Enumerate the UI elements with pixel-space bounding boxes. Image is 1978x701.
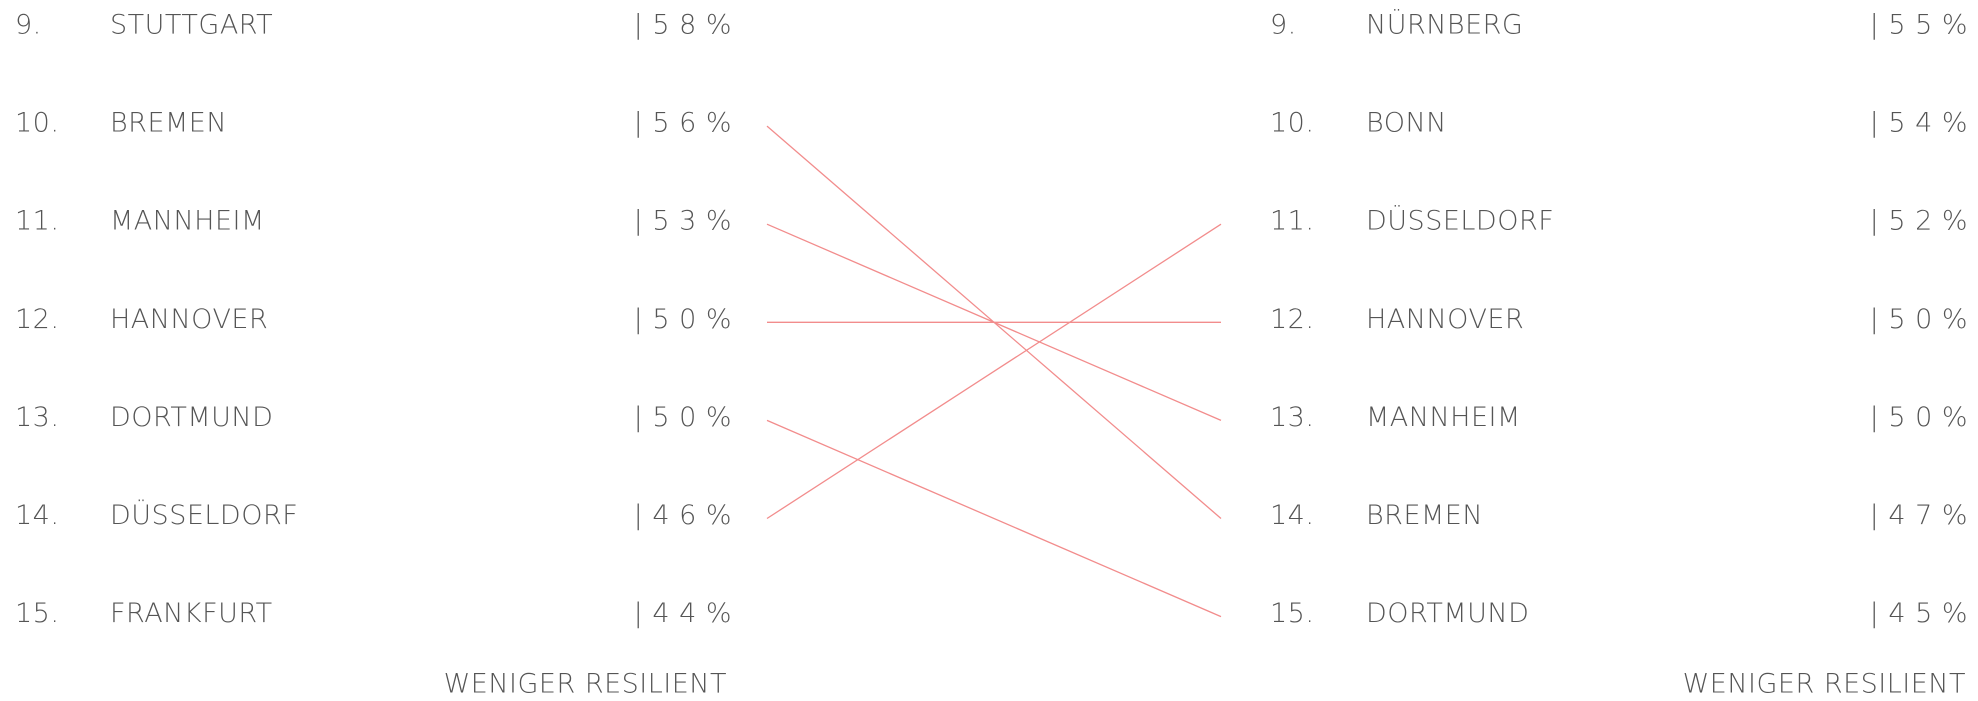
city-name: STUTTGART bbox=[110, 10, 273, 41]
share-value: | 5 0 % bbox=[634, 402, 732, 433]
rank: 9. bbox=[15, 10, 42, 41]
rank: 15. bbox=[1270, 598, 1314, 629]
city-name: FRANKFURT bbox=[110, 598, 273, 629]
rank: 10. bbox=[1270, 108, 1314, 139]
share-value: | 5 0 % bbox=[1870, 402, 1968, 433]
city-name: DORTMUND bbox=[110, 402, 273, 433]
rank: 12. bbox=[1270, 304, 1314, 335]
rank: 10. bbox=[15, 108, 59, 139]
share-value: | 5 0 % bbox=[634, 304, 732, 335]
share-value: | 4 5 % bbox=[1870, 598, 1968, 629]
share-value: | 5 8 % bbox=[634, 10, 732, 41]
footer-label: WENIGER RESILIENT bbox=[1683, 669, 1966, 698]
city-name: BREMEN bbox=[110, 108, 227, 139]
footer-label: WENIGER RESILIENT bbox=[444, 669, 727, 698]
rank: 13. bbox=[1270, 402, 1314, 433]
share-value: | 5 2 % bbox=[1870, 206, 1968, 237]
rank: 13. bbox=[15, 402, 59, 433]
rank: 9. bbox=[1270, 10, 1297, 41]
city-name: BREMEN bbox=[1366, 500, 1483, 531]
rank: 11. bbox=[15, 206, 59, 237]
share-value: | 5 3 % bbox=[634, 206, 732, 237]
share-value: | 5 0 % bbox=[1870, 304, 1968, 335]
rank-connector bbox=[766, 223, 1222, 520]
city-name: BONN bbox=[1366, 108, 1447, 139]
rank: 12. bbox=[15, 304, 59, 335]
city-name: NÜRNBERG bbox=[1366, 9, 1523, 41]
rank: 14. bbox=[1270, 500, 1314, 531]
rank-connector bbox=[766, 419, 1222, 618]
city-name: MANNHEIM bbox=[110, 206, 265, 237]
rank: 14. bbox=[15, 500, 59, 531]
rank: 11. bbox=[1270, 206, 1314, 237]
city-name: HANNOVER bbox=[110, 304, 268, 335]
city-name: DÜSSELDORF bbox=[1366, 205, 1554, 237]
share-value: | 4 7 % bbox=[1870, 500, 1968, 531]
share-value: | 4 6 % bbox=[634, 500, 732, 531]
city-name: MANNHEIM bbox=[1366, 402, 1521, 433]
rank: 15. bbox=[15, 598, 59, 629]
share-value: | 4 4 % bbox=[634, 598, 732, 629]
city-name: DÜSSELDORF bbox=[110, 499, 298, 531]
share-value: | 5 5 % bbox=[1870, 10, 1968, 41]
share-value: | 5 6 % bbox=[634, 108, 732, 139]
city-name: HANNOVER bbox=[1366, 304, 1524, 335]
share-value: | 5 4 % bbox=[1870, 108, 1968, 139]
city-name: DORTMUND bbox=[1366, 598, 1529, 629]
